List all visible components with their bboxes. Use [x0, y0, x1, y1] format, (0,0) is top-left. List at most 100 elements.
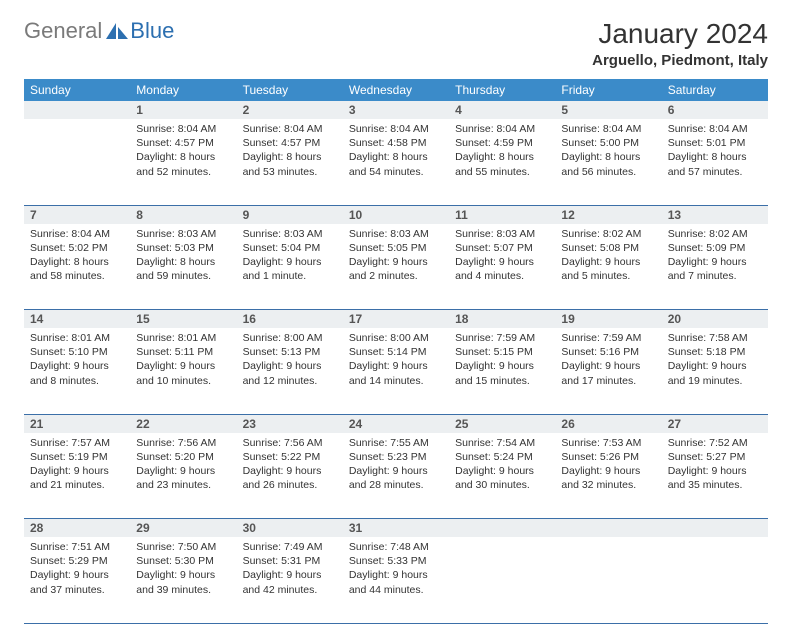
day-number-cell: 31	[343, 519, 449, 538]
logo: General Blue	[24, 18, 174, 44]
day-body-cell: Sunrise: 8:04 AMSunset: 4:57 PMDaylight:…	[130, 119, 236, 205]
day-number-cell: 12	[555, 205, 661, 224]
day-details: Sunrise: 8:01 AMSunset: 5:11 PMDaylight:…	[130, 328, 236, 392]
logo-text-gray: General	[24, 18, 102, 44]
day-number-cell: 4	[449, 101, 555, 119]
daylight-line: Daylight: 8 hours	[243, 150, 337, 164]
day-body-cell: Sunrise: 8:04 AMSunset: 5:01 PMDaylight:…	[662, 119, 768, 205]
sunrise-line: Sunrise: 8:04 AM	[30, 227, 124, 241]
sunrise-line: Sunrise: 7:48 AM	[349, 540, 443, 554]
day-body-cell: Sunrise: 8:01 AMSunset: 5:11 PMDaylight:…	[130, 328, 236, 414]
day-body-cell: Sunrise: 7:50 AMSunset: 5:30 PMDaylight:…	[130, 537, 236, 623]
header: General Blue January 2024 Arguello, Pied…	[24, 18, 768, 69]
sunset-line: Sunset: 5:22 PM	[243, 450, 337, 464]
daylight-line: and 15 minutes.	[455, 374, 549, 388]
day-number-cell: 9	[237, 205, 343, 224]
day-details: Sunrise: 8:04 AMSunset: 4:59 PMDaylight:…	[449, 119, 555, 183]
day-body-cell: Sunrise: 8:03 AMSunset: 5:03 PMDaylight:…	[130, 224, 236, 310]
day-details: Sunrise: 7:55 AMSunset: 5:23 PMDaylight:…	[343, 433, 449, 497]
day-details: Sunrise: 7:58 AMSunset: 5:18 PMDaylight:…	[662, 328, 768, 392]
sunrise-line: Sunrise: 7:57 AM	[30, 436, 124, 450]
day-number-cell: 25	[449, 414, 555, 433]
sunrise-line: Sunrise: 8:04 AM	[349, 122, 443, 136]
daylight-line: and 19 minutes.	[668, 374, 762, 388]
day-number-cell: 27	[662, 414, 768, 433]
sunrise-line: Sunrise: 8:00 AM	[243, 331, 337, 345]
daylight-line: and 30 minutes.	[455, 478, 549, 492]
day-details: Sunrise: 8:04 AMSunset: 4:57 PMDaylight:…	[130, 119, 236, 183]
daylight-line: Daylight: 9 hours	[668, 359, 762, 373]
day-number-cell: 15	[130, 310, 236, 329]
day-body-row: Sunrise: 8:04 AMSunset: 5:02 PM Daylight:…	[24, 224, 768, 310]
day-body-cell	[662, 537, 768, 623]
sunset-line: Sunset: 5:19 PM	[30, 450, 124, 464]
daylight-line: and 17 minutes.	[561, 374, 655, 388]
day-body-cell: Sunrise: 8:03 AMSunset: 5:07 PMDaylight:…	[449, 224, 555, 310]
day-number-row: 14151617181920	[24, 310, 768, 329]
day-number-cell: 30	[237, 519, 343, 538]
daylight-line: and 53 minutes.	[243, 165, 337, 179]
sunrise-line: Sunrise: 8:03 AM	[136, 227, 230, 241]
day-number-cell	[449, 519, 555, 538]
day-number-cell: 19	[555, 310, 661, 329]
sunrise-line: Sunrise: 8:03 AM	[243, 227, 337, 241]
day-body-row: Sunrise: 8:01 AMSunset: 5:10 PMDaylight:…	[24, 328, 768, 414]
day-number-cell: 29	[130, 519, 236, 538]
day-details: Sunrise: 8:00 AMSunset: 5:14 PMDaylight:…	[343, 328, 449, 392]
sunset-line: Sunset: 5:15 PM	[455, 345, 549, 359]
day-details: Sunrise: 8:03 AMSunset: 5:07 PMDaylight:…	[449, 224, 555, 288]
daylight-line: Daylight: 9 hours	[349, 255, 443, 269]
sunrise-line: Sunrise: 8:02 AM	[668, 227, 762, 241]
sunrise-line: Sunrise: 8:04 AM	[136, 122, 230, 136]
daylight-line: and 42 minutes.	[243, 583, 337, 597]
sunrise-line: Sunrise: 7:54 AM	[455, 436, 549, 450]
day-number-cell: 18	[449, 310, 555, 329]
day-details: Sunrise: 8:02 AMSunset: 5:08 PMDaylight:…	[555, 224, 661, 288]
daylight-line: Daylight: 9 hours	[30, 464, 124, 478]
day-body-cell: Sunrise: 7:48 AMSunset: 5:33 PMDaylight:…	[343, 537, 449, 623]
day-number-cell: 6	[662, 101, 768, 119]
weekday-header: Wednesday	[343, 79, 449, 101]
day-number-cell: 23	[237, 414, 343, 433]
day-number-cell: 26	[555, 414, 661, 433]
day-details: Sunrise: 8:04 AMSunset: 5:01 PMDaylight:…	[662, 119, 768, 183]
sunset-line: Sunset: 5:26 PM	[561, 450, 655, 464]
day-body-cell: Sunrise: 7:58 AMSunset: 5:18 PMDaylight:…	[662, 328, 768, 414]
day-details: Sunrise: 8:03 AMSunset: 5:04 PMDaylight:…	[237, 224, 343, 288]
day-number-cell: 5	[555, 101, 661, 119]
day-number-cell: 10	[343, 205, 449, 224]
day-details: Sunrise: 8:00 AMSunset: 5:13 PMDaylight:…	[237, 328, 343, 392]
daylight-line: Daylight: 9 hours	[243, 359, 337, 373]
day-number-row: 78910111213	[24, 205, 768, 224]
day-details: Sunrise: 7:57 AMSunset: 5:19 PMDaylight:…	[24, 433, 130, 497]
day-number-cell: 7	[24, 205, 130, 224]
sunrise-line: Sunrise: 7:56 AM	[243, 436, 337, 450]
day-details: Sunrise: 7:49 AMSunset: 5:31 PMDaylight:…	[237, 537, 343, 601]
logo-sail-icon	[106, 23, 128, 39]
sunset-line: Sunset: 5:14 PM	[349, 345, 443, 359]
day-number-cell: 2	[237, 101, 343, 119]
sunset-line: Sunset: 5:02 PM	[30, 241, 124, 255]
day-details: Sunrise: 8:01 AMSunset: 5:10 PMDaylight:…	[24, 328, 130, 392]
day-details: Sunrise: 7:54 AMSunset: 5:24 PMDaylight:…	[449, 433, 555, 497]
day-body-row: Sunrise: 7:51 AMSunset: 5:29 PMDaylight:…	[24, 537, 768, 623]
daylight-line: Daylight: 9 hours	[136, 568, 230, 582]
sunrise-line: Sunrise: 7:49 AM	[243, 540, 337, 554]
sunrise-line: Sunrise: 8:00 AM	[349, 331, 443, 345]
day-number-row: 28293031	[24, 519, 768, 538]
day-details: Sunrise: 8:04 AMSunset: 4:57 PMDaylight:…	[237, 119, 343, 183]
day-number-cell: 22	[130, 414, 236, 433]
day-details: Sunrise: 7:56 AMSunset: 5:20 PMDaylight:…	[130, 433, 236, 497]
sunset-line: Sunset: 4:58 PM	[349, 136, 443, 150]
sunset-line: Sunset: 5:09 PM	[668, 241, 762, 255]
daylight-line: Daylight: 9 hours	[455, 464, 549, 478]
day-details: Sunrise: 8:04 AMSunset: 5:02 PMDaylight:…	[24, 224, 130, 288]
day-number-cell: 11	[449, 205, 555, 224]
daylight-line: and 57 minutes.	[668, 165, 762, 179]
weekday-header: Friday	[555, 79, 661, 101]
daylight-line: and 54 minutes.	[349, 165, 443, 179]
day-body-cell: Sunrise: 8:03 AMSunset: 5:04 PMDaylight:…	[237, 224, 343, 310]
sunset-line: Sunset: 5:16 PM	[561, 345, 655, 359]
daylight-line: Daylight: 9 hours	[136, 464, 230, 478]
day-details: Sunrise: 7:50 AMSunset: 5:30 PMDaylight:…	[130, 537, 236, 601]
